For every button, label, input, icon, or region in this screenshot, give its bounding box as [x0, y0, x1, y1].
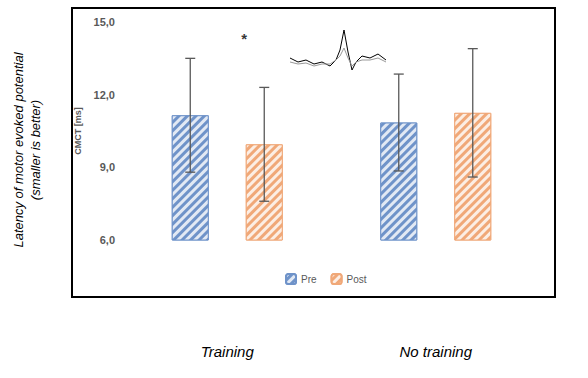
- svg-text:12,0: 12,0: [94, 89, 115, 101]
- svg-text:(smaller is better): (smaller is better): [28, 100, 43, 200]
- svg-text:6,0: 6,0: [100, 234, 115, 246]
- svg-text:CMCT [ms]: CMCT [ms]: [73, 107, 83, 155]
- svg-text:*: *: [241, 30, 247, 47]
- svg-text:No training: No training: [399, 343, 472, 360]
- svg-text:Pre: Pre: [301, 274, 317, 285]
- svg-text:Latency of motor evoked potent: Latency of motor evoked potential: [11, 51, 26, 247]
- svg-text:Training: Training: [201, 343, 255, 360]
- svg-text:9,0: 9,0: [100, 161, 115, 173]
- svg-text:Post: Post: [347, 274, 367, 285]
- svg-text:15,0: 15,0: [94, 16, 115, 28]
